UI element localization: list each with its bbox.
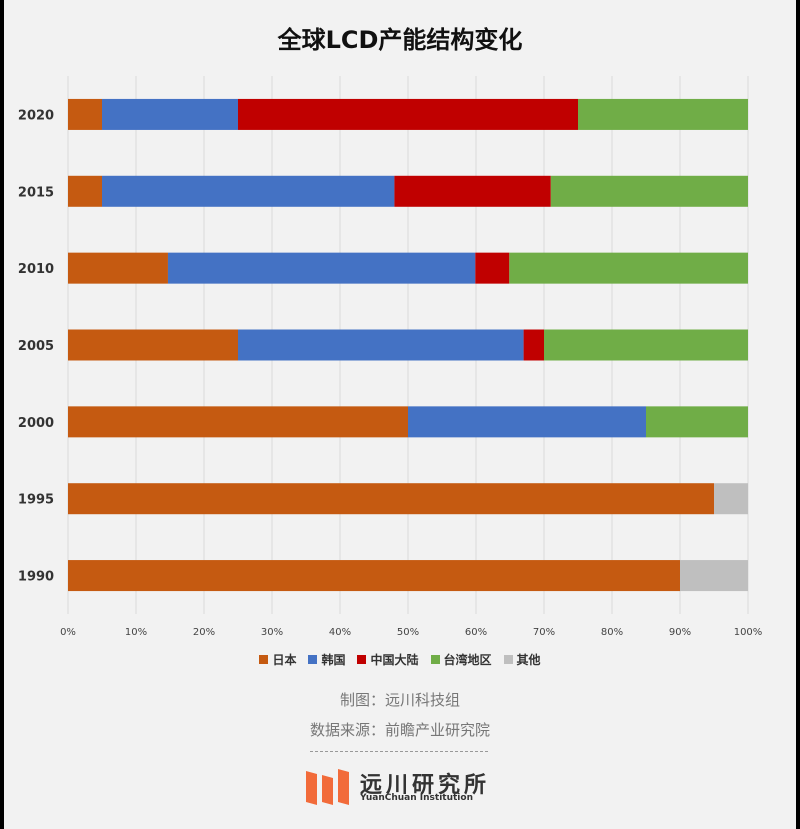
logo-name-cn: 远川研究所: [360, 773, 491, 798]
legend-swatch: [259, 655, 269, 664]
x-tick-label: 40%: [329, 627, 351, 638]
legend-item: 韩国: [308, 651, 345, 668]
bar-segment: [68, 483, 714, 515]
bar-segment: [544, 329, 748, 361]
x-tick-label: 0%: [60, 627, 76, 638]
x-tick-label: 30%: [261, 627, 283, 638]
legend-swatch: [357, 655, 367, 664]
bar-segment: [68, 98, 102, 130]
chart-legend: 日本 韩国 中国大陆 台湾地区 其他: [0, 651, 800, 668]
legend-label: 韩国: [321, 653, 346, 667]
chart-title: 全球LCD产能结构变化: [277, 26, 523, 54]
x-tick-label: 60%: [465, 627, 487, 638]
bar-segment: [509, 252, 748, 284]
y-category-label: 1990: [18, 570, 54, 585]
y-category-label: 1995: [18, 493, 54, 508]
bar-segment: [238, 329, 524, 361]
bar-chart: 0% 10% 20% 30% 40% 50% 60% 70% 80% 90% 100% 2020 201…: [18, 76, 763, 638]
frame-right: [796, 0, 800, 829]
credit-source: 数据来源：前瞻产业研究院: [309, 721, 490, 739]
bar-segment: [167, 252, 476, 284]
divider: [310, 751, 488, 752]
y-category-label: 2015: [18, 185, 54, 200]
legend-item: 中国大陆: [357, 651, 419, 668]
bar-segment: [475, 252, 510, 284]
bar-segment: [102, 175, 395, 207]
x-tick-label: 50%: [397, 627, 419, 638]
legend-label: 日本: [272, 653, 297, 667]
bar-segment: [394, 175, 551, 207]
bar-segment: [102, 98, 238, 130]
bar-segment: [680, 560, 748, 592]
y-category-label: 2000: [18, 416, 54, 431]
bar-segment: [68, 406, 408, 438]
x-tick-label: 90%: [669, 627, 691, 638]
legend-label: 中国大陆: [370, 653, 419, 667]
legend-item: 日本: [259, 651, 296, 668]
logo-name-en: YuanChuan Institution: [360, 793, 473, 803]
legend-label: 其他: [516, 653, 541, 667]
logo: 远川研究所 YuanChuan Institution: [306, 767, 506, 807]
bar-segment: [68, 560, 680, 592]
bar-segment: [714, 483, 748, 515]
y-category-label: 2010: [18, 262, 54, 277]
x-tick-label: 10%: [125, 627, 147, 638]
legend-item: 其他: [503, 651, 541, 668]
legend-swatch: [503, 655, 513, 664]
legend-swatch: [308, 655, 318, 664]
x-tick-label: 80%: [601, 627, 623, 638]
bar-segment: [408, 406, 646, 438]
legend-swatch: [430, 655, 440, 664]
bar-segment: [68, 252, 168, 284]
bar-segment: [646, 406, 748, 438]
x-tick-label: 100%: [734, 627, 763, 638]
y-category-label: 2020: [18, 108, 54, 123]
bar-segment: [578, 98, 748, 130]
frame-left: [0, 0, 4, 829]
legend-item: 台湾地区: [430, 651, 492, 668]
bar-segment: [550, 175, 748, 207]
y-category-label: 2005: [18, 339, 54, 354]
legend-label: 台湾地区: [443, 653, 492, 667]
x-tick-label: 70%: [533, 627, 555, 638]
credit-author: 制图：远川科技组: [339, 691, 460, 709]
bar-segment: [523, 329, 544, 361]
bar-segment: [238, 98, 578, 130]
logo-mark-icon: [306, 769, 349, 805]
x-tick-label: 20%: [193, 627, 215, 638]
bar-segment: [68, 175, 102, 207]
bar-segment: [68, 329, 238, 361]
